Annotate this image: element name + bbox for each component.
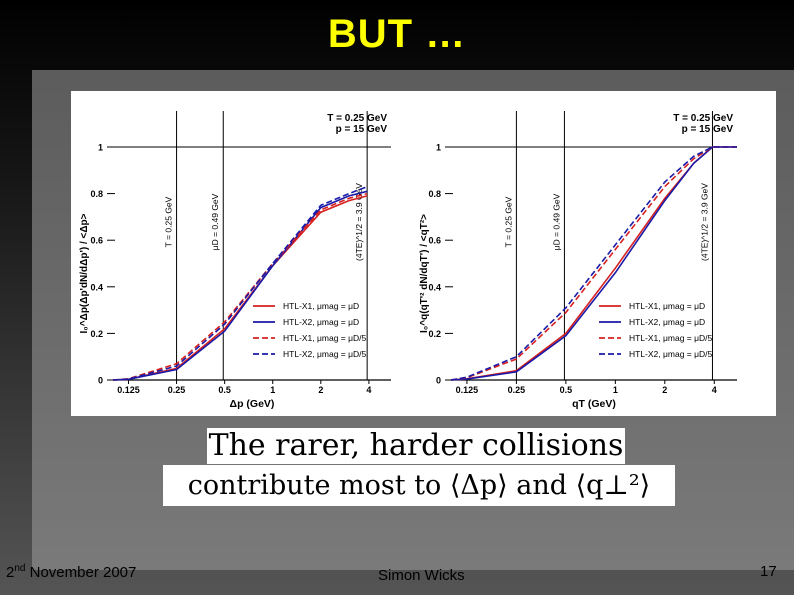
- plot1-vline-label: (4TE)^1/2 = 3.9 GeV: [354, 183, 364, 261]
- plot1-x-tick-label: 4: [366, 385, 371, 395]
- plot1-x-tick-label: 2: [318, 385, 323, 395]
- plot2-x-tick-label: 0.5: [560, 385, 573, 395]
- plot2-y-tick-label: 1: [436, 143, 441, 153]
- plot2-series-line: [450, 146, 737, 381]
- plot1-x-tick-label: 0.25: [168, 385, 186, 395]
- plot1-legend-label: HTL-X2, μmag = μD: [283, 317, 359, 327]
- plot2-vline-label: (4TE)^1/2 = 3.9 GeV: [699, 183, 709, 261]
- plot1-series-line: [112, 192, 368, 381]
- plot2-vline-label: μD = 0.49 GeV: [551, 193, 561, 250]
- footer-date-day: 2: [6, 564, 15, 581]
- plot2-vline-label: T = 0.25 GeV: [503, 196, 513, 247]
- plot1-y-tick-label: 1: [98, 143, 103, 153]
- plot2-legend-label: HTL-X1, μmag = μD: [629, 301, 705, 311]
- plot1-x-axis-label: Δp (GeV): [230, 398, 275, 410]
- plot1-vline-label: T = 0.25 GeV: [164, 196, 174, 247]
- figure-svg: 0 0.2 0.4 0.6 0.8 1 0.125 0.25 0.5 1 2 4 Δp (GeV) I₀^…: [79, 111, 737, 410]
- plot2-y-tick-label: 0.6: [428, 236, 441, 246]
- footer-author: Simon Wicks: [378, 567, 465, 584]
- figure: 0 0.2 0.4 0.6 0.8 1 0.125 0.25 0.5 1 2 4 Δp (GeV) I₀^…: [71, 91, 776, 416]
- plot2-x-tick-label: 4: [712, 385, 717, 395]
- plot1-y-tick-label: 0.6: [90, 236, 103, 246]
- plot1-x-tick-label: 0.5: [218, 385, 231, 395]
- plot2-series-line: [450, 146, 737, 381]
- plot2-legend-label: HTL-X1, μmag = μD/5: [629, 333, 713, 343]
- caption-line-1: The rarer, harder collisions: [207, 428, 625, 464]
- plot1-y-tick-label: 0: [98, 376, 103, 386]
- plot1-legend-label: HTL-X1, μmag = μD/5: [283, 333, 367, 343]
- page-number: 17: [760, 563, 777, 580]
- caption-line-2: contribute most to ⟨Δp⟩ and ⟨q⊥²⟩: [163, 465, 675, 506]
- footer-date: 2nd November 2007: [6, 563, 136, 581]
- plot2-annotation: T = 0.25 GeV: [673, 113, 733, 124]
- plot2-y-tick-label: 0.4: [428, 282, 441, 292]
- plot2-y-axis-label: I₀^q(qT'² dN/dqT') / <qT²>: [419, 214, 430, 333]
- slide-title: BUT …: [327, 12, 467, 56]
- plot2-y-tick-label: 0: [436, 376, 441, 386]
- plot2-x-tick-label: 0.125: [456, 385, 479, 395]
- plot1-annotation: p = 15 GeV: [336, 124, 388, 135]
- plot1-y-axis-label: I₀^Δp(Δp'dN/dΔp') / <Δp>: [79, 213, 90, 333]
- plot1-y-tick-label: 0.4: [90, 282, 103, 292]
- plot2-x-axis-label: qT (GeV): [572, 398, 616, 410]
- plot2-y-tick-label: 0.8: [428, 189, 441, 199]
- plot1-vline-label: μD = 0.49 GeV: [210, 193, 220, 250]
- plot2-legend-label: HTL-X2, μmag = μD/5: [629, 349, 713, 359]
- plot1-annotation: T = 0.25 GeV: [327, 113, 387, 124]
- plot1-series-line: [112, 185, 368, 381]
- plot1-y-tick-label: 0.2: [90, 329, 103, 339]
- plot2-annotation: p = 15 GeV: [682, 124, 734, 135]
- plot1-x-tick-label: 0.125: [117, 385, 140, 395]
- footer-date-rest: November 2007: [25, 564, 137, 581]
- plot1-x-tick-label: 1: [270, 385, 275, 395]
- plot1-y-tick-label: 0.8: [90, 189, 103, 199]
- plot2-legend-label: HTL-X2, μmag = μD: [629, 317, 705, 327]
- plot1-legend-label: HTL-X2, μmag = μD/5: [283, 349, 367, 359]
- footer-date-suffix: nd: [14, 563, 26, 574]
- plot2-series-line: [450, 146, 737, 381]
- plot2-series-line: [450, 146, 737, 381]
- plot2-x-tick-label: 1: [613, 385, 618, 395]
- plot1-legend-label: HTL-X1, μmag = μD: [283, 301, 359, 311]
- plot2-y-tick-label: 0.2: [428, 329, 441, 339]
- plot2-x-tick-label: 0.25: [508, 385, 526, 395]
- plot2-x-tick-label: 2: [662, 385, 667, 395]
